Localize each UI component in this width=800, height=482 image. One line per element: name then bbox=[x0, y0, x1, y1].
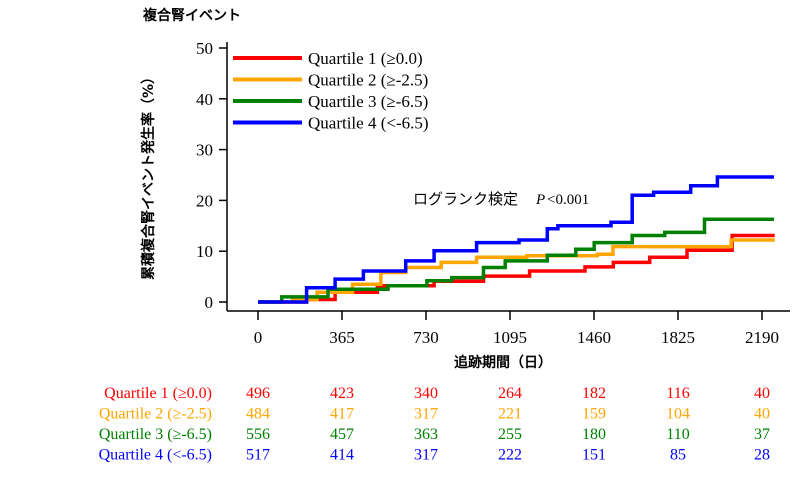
risk-cell: 363 bbox=[414, 426, 438, 443]
x-tick-label: 2190 bbox=[745, 328, 779, 347]
y-tick-label: 0 bbox=[205, 293, 214, 312]
risk-cell: 116 bbox=[666, 385, 689, 402]
y-tick-label: 50 bbox=[196, 39, 213, 58]
risk-cell: 423 bbox=[330, 385, 354, 402]
legend: Quartile 1 (≥0.0) Quartile 2 (≥-2.5) Quart… bbox=[233, 49, 429, 133]
risk-table: Quartile 1 (≥0.0) 496 423 340 264 182 116 40 Qua… bbox=[99, 385, 770, 464]
p-label: P bbox=[535, 192, 545, 208]
risk-cell: 317 bbox=[414, 447, 438, 464]
risk-cell: 457 bbox=[330, 426, 354, 443]
risk-cell: 182 bbox=[582, 385, 606, 402]
y-tick-label: 10 bbox=[196, 242, 213, 261]
legend-label: Quartile 3 (≥-6.5) bbox=[308, 92, 428, 111]
y-tick-label: 40 bbox=[196, 90, 213, 109]
risk-row-label: Quartile 4 (<-6.5) bbox=[99, 447, 212, 464]
x-axis-label: 追跡期間（日） bbox=[454, 354, 552, 371]
risk-cell: 151 bbox=[582, 447, 606, 464]
legend-label: Quartile 2 (≥-2.5) bbox=[308, 71, 428, 90]
risk-cell: 556 bbox=[246, 426, 270, 443]
risk-cell: 40 bbox=[754, 385, 770, 402]
series-line-q4 bbox=[258, 175, 774, 304]
risk-row-label: Quartile 2 (≥-2.5) bbox=[99, 406, 212, 423]
legend-label: Quartile 1 (≥0.0) bbox=[308, 49, 423, 68]
risk-cell: 414 bbox=[330, 447, 354, 464]
risk-row-label: Quartile 1 (≥0.0) bbox=[104, 385, 212, 402]
y-tick-label: 20 bbox=[196, 191, 213, 210]
risk-cell: 85 bbox=[670, 447, 686, 464]
risk-cell: 255 bbox=[498, 426, 522, 443]
y-tick-label: 30 bbox=[196, 141, 213, 160]
series-line-q3 bbox=[258, 217, 774, 304]
risk-cell: 264 bbox=[498, 385, 522, 402]
y-axis-label: 累積複合腎イベント発生率（%） bbox=[140, 70, 157, 280]
risk-cell: 110 bbox=[666, 426, 689, 443]
risk-cell: 104 bbox=[666, 406, 690, 423]
risk-cell: 221 bbox=[498, 406, 522, 423]
x-tick-label: 730 bbox=[413, 328, 439, 347]
x-tick-label: 1460 bbox=[577, 328, 611, 347]
x-tick-label: 1825 bbox=[661, 328, 695, 347]
risk-cell: 496 bbox=[246, 385, 270, 402]
series-line-q2 bbox=[258, 238, 775, 304]
chart-title: 複合腎イベント bbox=[142, 7, 241, 24]
risk-cell: 28 bbox=[754, 447, 770, 464]
curves bbox=[258, 175, 775, 304]
x-tick-label: 0 bbox=[254, 328, 263, 347]
axes: 0 10 20 30 40 50 0 365 730 1095 1460 1825 2190 bbox=[196, 39, 790, 347]
risk-cell: 37 bbox=[754, 426, 770, 443]
risk-cell: 222 bbox=[498, 447, 522, 464]
risk-cell: 517 bbox=[246, 447, 270, 464]
risk-row-label: Quartile 3 (≥-6.5) bbox=[99, 426, 212, 443]
risk-cell: 159 bbox=[582, 406, 606, 423]
legend-label: Quartile 4 (<-6.5) bbox=[308, 114, 429, 133]
p-value: <0.001 bbox=[547, 192, 589, 208]
risk-cell: 484 bbox=[246, 406, 270, 423]
risk-cell: 180 bbox=[582, 426, 606, 443]
logrank-label: ログランク検定 bbox=[413, 190, 518, 208]
risk-cell: 417 bbox=[330, 406, 354, 423]
risk-cell: 317 bbox=[414, 406, 438, 423]
x-tick-label: 365 bbox=[329, 328, 355, 347]
x-tick-label: 1095 bbox=[493, 328, 527, 347]
series-line-q1 bbox=[258, 233, 775, 304]
risk-cell: 340 bbox=[414, 385, 438, 402]
risk-cell: 40 bbox=[754, 406, 770, 423]
